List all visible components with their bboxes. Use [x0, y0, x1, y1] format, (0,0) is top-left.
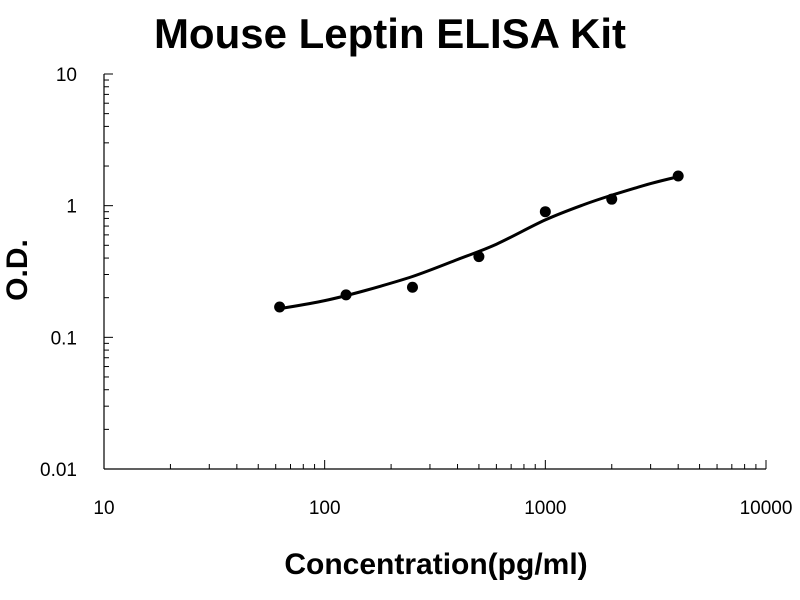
x-axis-label: Concentration(pg/ml)	[284, 548, 587, 581]
fit-curve-line	[279, 175, 679, 311]
data-point	[672, 170, 684, 182]
tick-labels: 0.01 0.1 1 10 10 100 1000 10000	[40, 65, 792, 519]
data-point	[406, 281, 418, 293]
y-tick-label: 0.01	[40, 460, 77, 481]
data-point	[473, 251, 485, 263]
x-tick-label: 10000	[740, 498, 793, 519]
data-point	[606, 193, 618, 205]
chart-title: Mouse Leptin ELISA Kit	[154, 10, 626, 57]
y-axis-ticks	[104, 73, 113, 470]
y-axis-label: O.D.	[1, 239, 34, 301]
data-point	[274, 301, 286, 313]
data-points	[274, 170, 684, 313]
x-tick-label: 1000	[524, 498, 566, 519]
y-tick-label: 1	[66, 197, 77, 218]
x-tick-label: 10	[93, 498, 114, 519]
data-point	[340, 289, 352, 301]
x-axis-ticks	[103, 460, 767, 469]
data-point	[539, 206, 551, 218]
x-tick-label: 100	[309, 498, 341, 519]
y-tick-label: 0.1	[51, 328, 77, 349]
y-tick-label: 10	[56, 65, 77, 86]
